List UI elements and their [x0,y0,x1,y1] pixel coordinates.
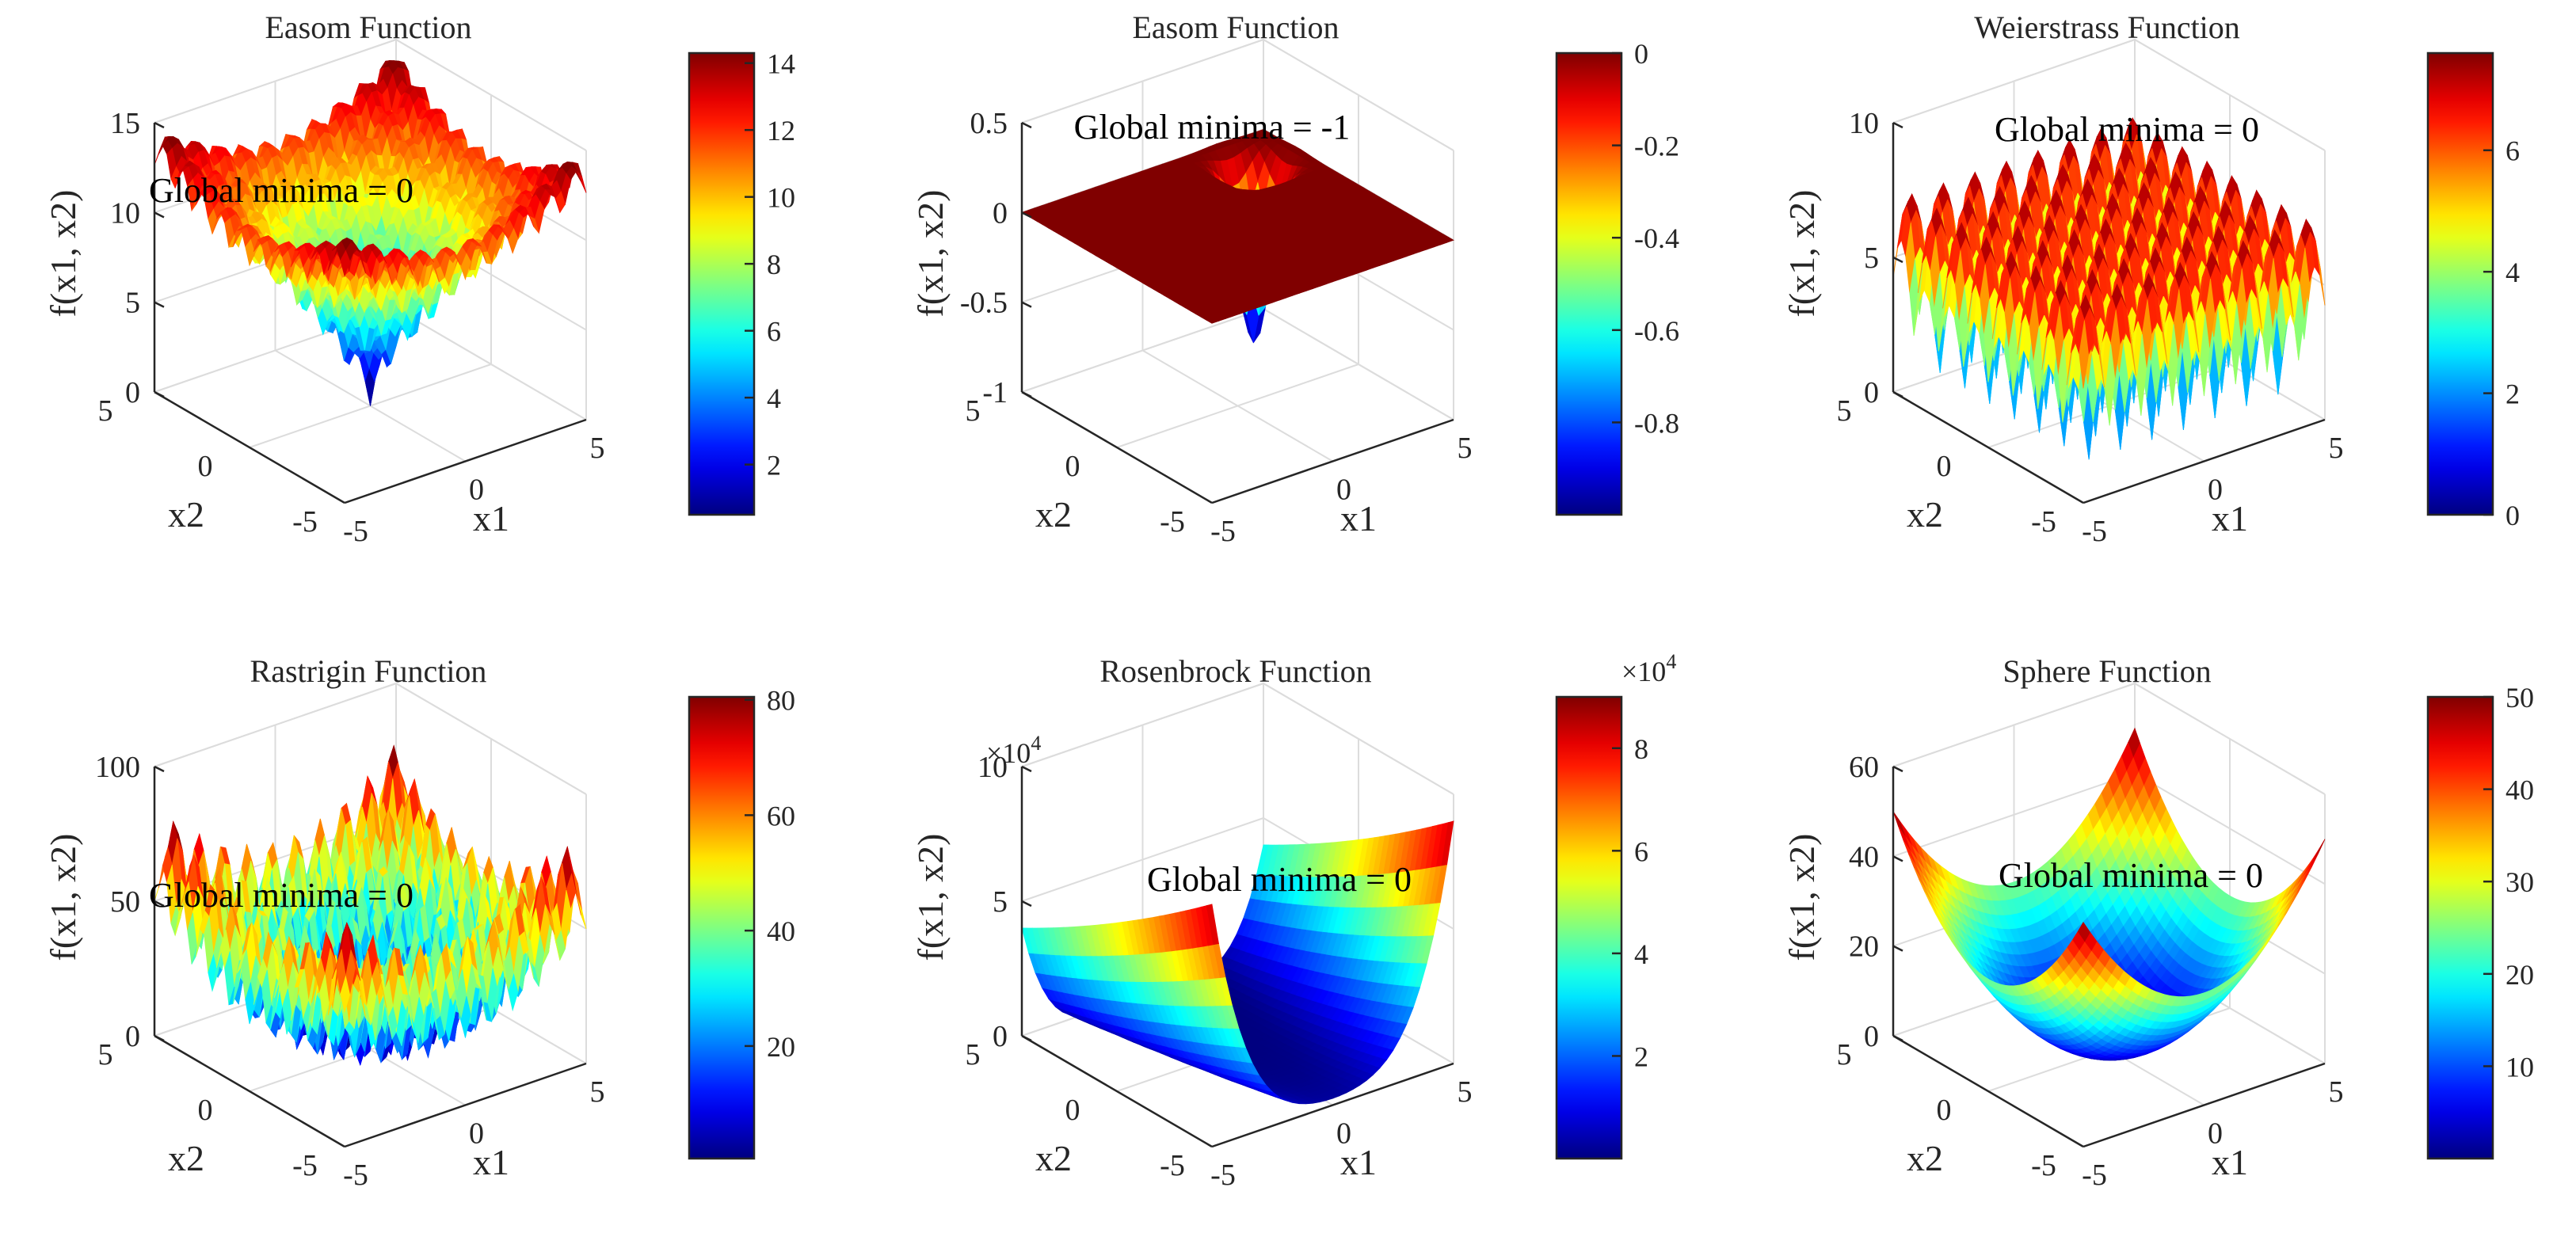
z-tick-label: 15 [110,107,140,140]
y-axis-line [154,390,345,504]
x-tick-label: 5 [1458,432,1473,465]
colorbar-tick-label: 0 [1634,38,1648,70]
surface [154,59,587,406]
colorbar-tick-label: 6 [767,316,781,348]
colorbar-tick-label: 12 [767,115,795,147]
colorbar-tick-label: 14 [767,48,795,80]
x-axis-line [1211,418,1454,504]
y-tick-label: 0 [198,450,213,483]
y-axis-label: x2 [168,494,204,535]
colorbar-tick-label: -0.4 [1634,223,1679,254]
z-tick-label: 0 [125,376,140,409]
z-tick-label: 0.5 [970,107,1008,140]
y-tick-label: 0 [1065,450,1080,483]
y-tick-label: 5 [98,394,113,428]
z-tick-label: -1 [982,376,1008,409]
colorbar-gradient [689,53,754,515]
colorbar-tick-label: 2 [767,450,781,481]
colorbar-tick-label: 10 [767,182,795,214]
x-tick-label: -5 [1210,515,1236,548]
panel-2: -1 -0.5 0 0.5 5 0 -5 -5 0 5 x1 x2 f(x1, x2) Easom Fun… [910,10,1679,548]
colorbar: 0 -0.2 -0.4 -0.6 -0.8 [1555,38,1679,516]
y-axis-line [1021,390,1213,504]
y-tick-label: -5 [292,505,318,538]
colorbar-tick-label: -0.6 [1634,315,1679,347]
z-tick-label: 0 [993,196,1008,230]
z-tick-mark [154,211,165,219]
y-tick-label: 5 [966,394,981,428]
z-tick-mark [154,301,165,308]
x-axis-label: x1 [473,498,509,538]
y-axis-label: x2 [1035,494,1072,535]
surface [1021,128,1454,344]
z-tick-mark [1021,301,1032,308]
global-minima-annotation: Global minima = 0 [149,171,413,210]
colorbar-tick-label: -0.2 [1634,131,1679,162]
x-tick-label: 5 [590,432,605,465]
colorbar-tick-label: 4 [767,382,781,414]
surface [1892,116,2326,460]
x-axis-label: x1 [1340,498,1377,538]
colorbar-gradient [1557,53,1621,515]
colorbar-tick-label: -0.8 [1634,407,1679,439]
z-axis-label: f(x1, x2) [43,190,83,318]
z-tick-mark [1021,390,1032,398]
x-tick-label: -5 [343,515,368,548]
colorbar: 2 4 6 8 10 12 14 [688,48,795,516]
x-axis-line [344,418,587,504]
z-tick-mark [154,121,165,129]
z-tick-label: 5 [125,287,140,320]
z-tick-label: 10 [110,196,140,230]
chart-title: Easom Function [1132,10,1339,45]
z-axis-label: f(x1, x2) [910,190,951,318]
colorbar-tick-label: 8 [767,249,781,280]
z-tick-mark [1021,121,1032,129]
global-minima-annotation: Global minima = -1 [1074,108,1351,147]
chart-title: Easom Function [265,10,471,45]
y-tick-label: -5 [1160,505,1185,538]
z-tick-mark [154,390,165,398]
z-tick-label: -0.5 [960,287,1008,320]
